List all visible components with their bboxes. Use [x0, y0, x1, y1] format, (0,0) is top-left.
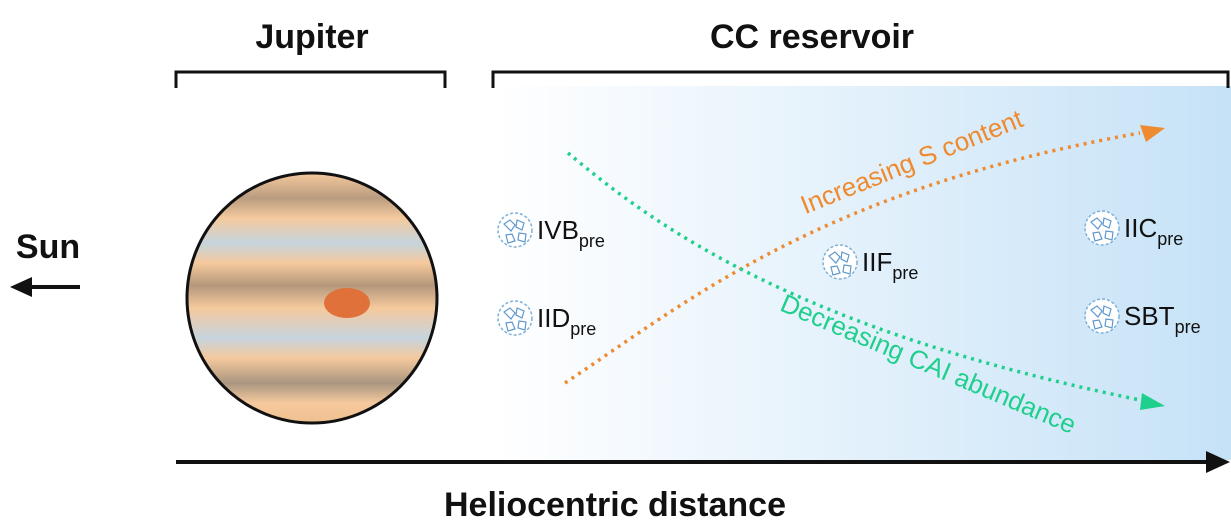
group-name: IVB	[537, 215, 579, 245]
cai-arrowhead	[1140, 393, 1165, 410]
subscript: pre	[579, 231, 605, 251]
subscript: pre	[1157, 229, 1183, 249]
group-name: IIC	[1124, 213, 1157, 243]
meteorite-label: IVBpre	[537, 215, 605, 251]
sulfur-arrowhead	[1140, 125, 1165, 142]
meteorite-icon	[822, 244, 858, 280]
axis-label: Heliocentric distance	[444, 486, 786, 524]
sun-arrowhead	[10, 277, 32, 297]
meteorite-icon	[1084, 210, 1120, 246]
reservoir-title: CC reservoir	[710, 18, 914, 56]
meteorite-label: SBTpre	[1124, 301, 1201, 337]
jupiter	[185, 171, 439, 425]
meteorite-icon	[497, 300, 533, 336]
subscript: pre	[570, 319, 596, 339]
jupiter-bracket	[174, 70, 447, 88]
jupiter-title: Jupiter	[255, 18, 368, 56]
meteorite-icon	[497, 212, 533, 248]
subscript: pre	[892, 263, 918, 283]
meteorite-icon	[1084, 298, 1120, 334]
meteorite-label: IIDpre	[537, 303, 596, 339]
axis-arrowhead	[1206, 451, 1230, 473]
group-name: IID	[537, 303, 570, 333]
meteorite-label: IICpre	[1124, 213, 1183, 249]
subscript: pre	[1175, 317, 1201, 337]
group-name: SBT	[1124, 301, 1175, 331]
sun-label: Sun	[16, 228, 80, 266]
group-name: IIF	[862, 247, 892, 277]
meteorite-label: IIFpre	[862, 247, 918, 283]
sulfur-trend	[564, 131, 1141, 385]
reservoir-zone	[493, 86, 1231, 460]
reservoir-bracket	[491, 70, 1230, 88]
